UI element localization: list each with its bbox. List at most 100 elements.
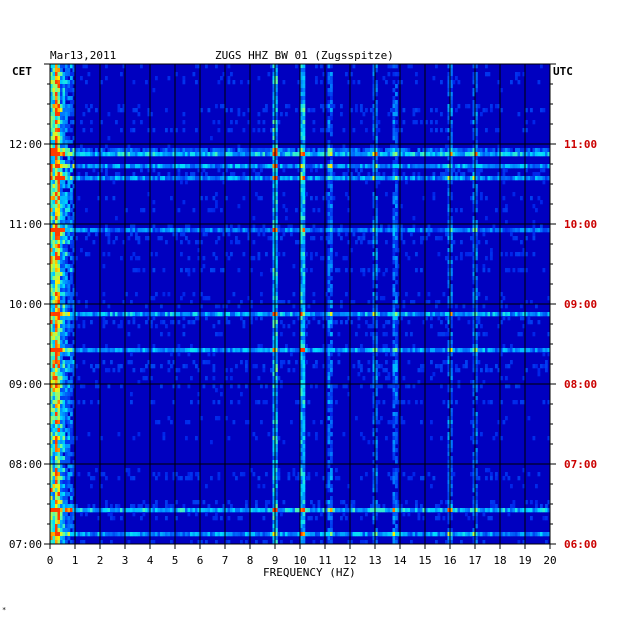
heat-cell [392,396,396,401]
heat-cell [300,356,303,361]
heat-cell [392,368,396,373]
heat-cell [50,304,53,309]
heat-cell [65,420,68,425]
heat-cell [502,344,506,349]
heat-cell [127,152,131,157]
heat-cell [375,380,378,385]
heat-cell [312,148,316,153]
heat-cell [475,356,478,361]
heat-cell [50,504,53,509]
heat-cell [375,228,378,233]
heat-cell [450,368,453,373]
heat-cell [90,312,93,317]
heat-cell [402,312,406,317]
heat-cell [275,472,278,477]
heat-cell [415,176,418,181]
heat-cell [512,312,516,317]
heat-cell [62,396,66,401]
heat-cell [410,152,413,157]
heat-cell [475,236,478,241]
heat-cell [437,332,441,337]
heat-cell [255,152,258,157]
heat-cell [272,408,276,413]
heat-cell [327,144,331,149]
heat-cell [215,388,218,393]
heat-cell [100,168,103,173]
heat-cell [57,468,61,473]
heat-cell [465,312,468,317]
heat-cell [535,172,538,177]
heat-cell [77,324,81,329]
heat-cell [175,152,178,157]
heat-cell [60,84,63,89]
heat-cell [275,212,278,217]
heat-cell [137,380,141,385]
heat-cell [210,440,213,445]
heat-cell [422,320,426,325]
heat-cell [330,392,333,397]
heat-cell [292,264,296,269]
heat-cell [65,328,68,333]
heat-cell [117,104,121,109]
heat-cell [392,420,396,425]
heat-cell [72,352,76,357]
heat-cell [327,436,331,441]
heat-cell [52,416,56,421]
heat-cell [52,248,56,253]
heat-cell [327,428,331,433]
heat-cell [455,176,458,181]
heat-cell [65,352,68,357]
heat-cell [400,148,403,153]
heat-cell [67,64,71,69]
heat-cell [407,348,411,353]
heat-cell [275,424,278,429]
heat-cell [75,508,78,513]
heat-cell [370,504,373,509]
heat-cell [50,128,53,133]
heat-cell [110,360,113,365]
heat-cell [300,176,303,181]
heat-cell [315,164,318,169]
heat-cell [515,176,518,181]
heat-cell [77,172,81,177]
heat-cell [372,204,376,209]
heat-cell [475,304,478,309]
heat-cell [62,336,66,341]
heat-cell [415,164,418,169]
heat-cell [105,320,108,325]
heat-cell [62,124,66,129]
heat-cell [272,344,276,349]
heat-cell [372,356,376,361]
heat-cell [57,420,61,425]
heat-cell [72,88,76,93]
heat-cell [245,176,248,181]
heat-cell [55,376,58,381]
heat-cell [197,316,201,321]
heat-cell [275,372,278,377]
heat-cell [195,500,198,505]
heat-cell [512,348,516,353]
heat-cell [177,148,181,153]
heat-cell [472,276,476,281]
heat-cell [427,176,431,181]
heat-cell [325,484,328,489]
heat-cell [60,256,63,261]
heat-cell [395,412,398,417]
heat-cell [65,448,68,453]
heat-cell [302,356,306,361]
heat-cell [120,108,123,113]
heat-cell [200,240,203,245]
heat-cell [227,148,231,153]
heat-cell [190,172,193,177]
heat-cell [312,312,316,317]
heat-cell [52,228,56,233]
heat-cell [55,508,58,513]
heat-cell [410,300,413,305]
heat-cell [100,508,103,513]
heat-cell [237,224,241,229]
heat-cell [147,168,151,173]
heat-cell [407,400,411,405]
heat-cell [447,220,451,225]
heat-cell [92,164,96,169]
heat-cell [50,440,53,445]
